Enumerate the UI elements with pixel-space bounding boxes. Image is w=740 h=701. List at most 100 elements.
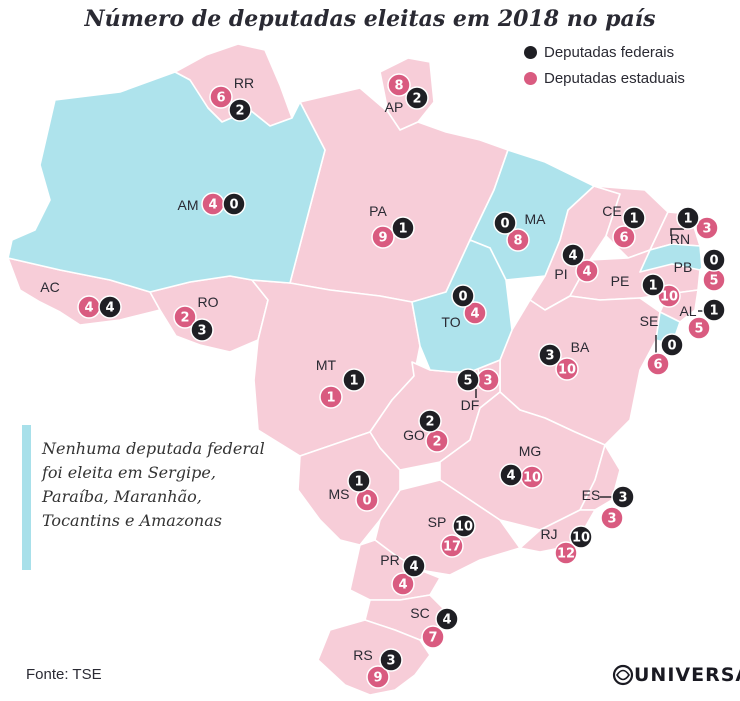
federal-value-ba: 3 xyxy=(545,349,554,364)
federal-value-ce: 1 xyxy=(629,212,638,227)
state-shape-pr xyxy=(349,539,441,601)
federal-badge-sc: 4 xyxy=(435,607,459,631)
estadual-badge-mg: 10 xyxy=(520,465,544,489)
estadual-badge-rr: 6 xyxy=(209,85,233,109)
federal-badge-df: 5 xyxy=(456,368,480,392)
federal-badge-ba: 3 xyxy=(538,343,562,367)
federal-value-mt: 1 xyxy=(349,374,358,389)
estadual-value-to: 4 xyxy=(470,307,479,322)
legend-federal-label: Deputadas federais xyxy=(544,44,675,61)
estadual-badge-al: 5 xyxy=(687,316,711,340)
federal-value-es: 3 xyxy=(618,491,627,506)
legend-federal-dot xyxy=(524,46,537,59)
state-label-ac: AC xyxy=(40,279,59,295)
state-label-pr: PR xyxy=(380,552,399,568)
federal-value-df: 5 xyxy=(463,374,472,389)
estadual-value-df: 3 xyxy=(483,374,492,389)
state-label-pe: PE xyxy=(611,273,630,289)
federal-badge-ce: 1 xyxy=(622,206,646,230)
estadual-badge-pe: 10 xyxy=(657,284,681,308)
estadual-badge-pi: 4 xyxy=(575,259,599,283)
estadual-value-mg: 10 xyxy=(523,471,541,486)
federal-badge-pa: 1 xyxy=(391,216,415,240)
estadual-value-pe: 10 xyxy=(660,290,678,305)
federal-badge-se: 0 xyxy=(660,333,684,357)
estadual-badge-rn: 3 xyxy=(695,216,719,240)
state-label-ro: RO xyxy=(198,294,219,310)
federal-badge-ap: 2 xyxy=(405,86,429,110)
state-shape-pb xyxy=(639,243,703,273)
estadual-badge-go: 2 xyxy=(425,429,449,453)
legend-estadual-dot xyxy=(524,72,537,85)
state-label-ce: CE xyxy=(602,203,621,219)
estadual-value-pa: 9 xyxy=(378,231,387,246)
estadual-badge-ac: 4 xyxy=(77,295,101,319)
federal-badge-ro: 3 xyxy=(190,318,214,342)
state-label-rs: RS xyxy=(353,647,372,663)
estadual-value-sc: 7 xyxy=(428,631,437,646)
legend-item-estadual: Deputadas estaduais xyxy=(524,70,685,87)
state-label-ms: MS xyxy=(329,486,350,502)
state-label-to: TO xyxy=(441,314,460,330)
estadual-badge-pb: 5 xyxy=(702,268,726,292)
estadual-badge-pr: 4 xyxy=(391,572,415,596)
universa-logo-icon xyxy=(612,664,634,686)
state-label-se: SE xyxy=(640,313,659,329)
state-shape-rs xyxy=(317,619,431,696)
state-label-al: AL xyxy=(679,303,696,319)
note-text: Nenhuma deputada federal foi eleita em S… xyxy=(42,439,265,530)
estadual-badge-se: 6 xyxy=(646,352,670,376)
state-label-rn: RN xyxy=(670,231,690,247)
estadual-badge-ro: 2 xyxy=(173,305,197,329)
estadual-value-pr: 4 xyxy=(398,578,407,593)
state-label-mt: MT xyxy=(316,357,337,373)
estadual-value-ro: 2 xyxy=(180,311,189,326)
federal-badge-rr: 2 xyxy=(228,98,252,122)
map-title: Número de deputadas eleitas em 2018 no p… xyxy=(84,6,656,32)
state-label-rr: RR xyxy=(234,75,254,91)
estadual-badge-pa: 9 xyxy=(371,225,395,249)
estadual-value-rs: 9 xyxy=(373,671,382,686)
estadual-value-ce: 6 xyxy=(619,231,628,246)
federal-badge-rj: 10 xyxy=(569,525,593,549)
state-label-ma: MA xyxy=(525,211,547,227)
state-label-sp: SP xyxy=(428,514,447,530)
estadual-value-ba: 10 xyxy=(558,363,576,378)
federal-badge-ms: 1 xyxy=(347,469,371,493)
estadual-value-pi: 4 xyxy=(582,265,591,280)
federal-value-rr: 2 xyxy=(235,104,244,119)
federal-value-ma: 0 xyxy=(500,217,509,232)
federal-value-am: 0 xyxy=(229,198,238,213)
state-label-sc: SC xyxy=(410,605,429,621)
estadual-value-rn: 3 xyxy=(702,222,711,237)
estadual-badge-ce: 6 xyxy=(612,225,636,249)
estadual-value-ac: 4 xyxy=(84,301,93,316)
estadual-badge-ba: 10 xyxy=(555,357,579,381)
federal-value-rj: 10 xyxy=(572,531,590,546)
federal-value-sc: 4 xyxy=(442,613,451,628)
state-label-pa: PA xyxy=(369,203,387,219)
estadual-value-ma: 8 xyxy=(513,234,522,249)
estadual-badge-ma: 8 xyxy=(506,228,530,252)
estadual-value-es: 3 xyxy=(607,512,616,527)
estadual-badge-df: 3 xyxy=(476,368,500,392)
federal-value-se: 0 xyxy=(667,339,676,354)
estadual-badge-sp: 17 xyxy=(440,534,464,558)
federal-badge-am: 0 xyxy=(222,192,246,216)
federal-badge-sp: 10 xyxy=(452,514,476,538)
federal-value-sp: 10 xyxy=(455,520,473,535)
state-shape-sp xyxy=(374,479,521,576)
federal-value-rn: 1 xyxy=(683,212,692,227)
federal-value-to: 0 xyxy=(458,290,467,305)
federal-value-al: 1 xyxy=(709,304,718,319)
connector-line-rn xyxy=(670,228,684,236)
federal-value-pb: 0 xyxy=(709,254,718,269)
legend-item-federal: Deputadas federais xyxy=(524,44,674,61)
federal-value-rs: 3 xyxy=(386,654,395,669)
federal-badge-to: 0 xyxy=(451,284,475,308)
state-label-rj: RJ xyxy=(540,526,557,542)
federal-value-ac: 4 xyxy=(105,301,114,316)
federal-value-pi: 4 xyxy=(568,249,577,264)
state-label-df: DF xyxy=(461,397,480,413)
